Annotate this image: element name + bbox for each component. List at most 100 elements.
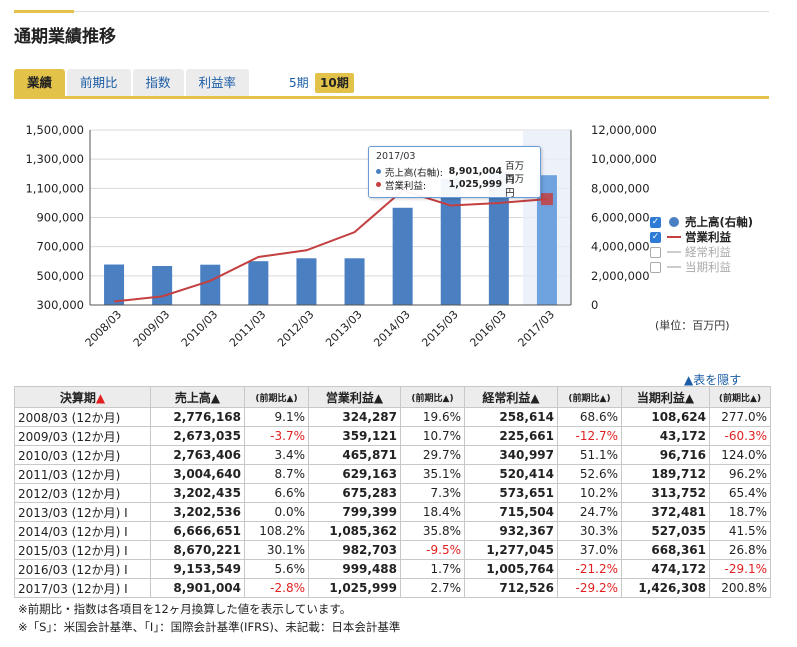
page-title: 通期業績推移	[14, 27, 116, 47]
legend-item-op[interactable]: ✓ 営業利益	[650, 230, 753, 244]
chart-legend: ✓ 売上高(右軸) ✓ 営業利益 経常利益 当期利益	[650, 215, 753, 275]
left-tick-label: 1,100,000	[25, 181, 84, 195]
table-row: 2017/03 (12か月) I 8,901,004 -2.8% 1,025,999 2…	[14, 578, 771, 598]
x-tick-label: 2008/03	[83, 308, 125, 350]
table-row: 2015/03 (12か月) I 8,670,221 30.1% 982,703 -9.…	[14, 540, 771, 560]
tooltip-sales-value: 8,901,004	[448, 166, 503, 177]
legend-label-net: 当期利益	[685, 260, 731, 274]
title-accent-bar	[14, 10, 74, 13]
bar-sales	[536, 175, 557, 305]
x-tick-label: 2009/03	[131, 308, 173, 350]
table-cell-op: 629,163	[308, 464, 401, 484]
table-cell-sales: 6,666,651	[150, 521, 245, 541]
table-cell-ord: 715,504	[464, 502, 558, 522]
sales-bars	[104, 171, 557, 305]
left-tick-label: 700,000	[36, 240, 84, 254]
header-sales-change[interactable]: (前期比▲)	[244, 386, 309, 408]
table-row: 2010/03 (12か月) 2,763,406 3.4% 465,871 29.7% 3…	[14, 445, 771, 465]
left-tick-label: 900,000	[36, 211, 84, 225]
table-cell-net: 108,624	[621, 407, 710, 427]
sort-indicator-icon: ▲	[95, 390, 106, 405]
tab-yoy[interactable]: 前期比	[67, 69, 131, 96]
table-cell-ord-change: 51.1%	[557, 445, 622, 465]
table-cell-net: 527,035	[621, 521, 710, 541]
table-cell-period: 2015/03 (12か月) I	[14, 540, 151, 560]
x-tick-label: 2015/03	[419, 308, 461, 350]
tooltip-sales-unit: 百万円	[505, 160, 525, 186]
legend-item-ord[interactable]: 経常利益	[650, 245, 753, 259]
header-period-label: 決算期	[59, 390, 96, 405]
table-cell-op-change: 1.7%	[400, 559, 465, 579]
table-cell-op-change: -9.5%	[400, 540, 465, 560]
table-row: 2012/03 (12か月) 3,202,435 6.6% 675,283 7.3% 57…	[14, 483, 771, 503]
header-period[interactable]: 決算期▲	[14, 386, 151, 408]
table-cell-net: 1,426,308	[621, 578, 710, 598]
legend-checkbox-net[interactable]	[650, 261, 661, 273]
table-cell-ord-change: 24.7%	[557, 502, 622, 522]
legend-item-net[interactable]: 当期利益	[650, 260, 753, 274]
header-ordinary-profit[interactable]: 経常利益▲	[464, 386, 558, 408]
table-cell-sales-change: 6.6%	[244, 483, 309, 503]
header-ord-change[interactable]: (前期比▲)	[557, 386, 622, 408]
table-cell-ord-change: -12.7%	[557, 426, 622, 446]
table-row: 2013/03 (12か月) I 3,202,536 0.0% 799,399 18.4…	[14, 502, 771, 522]
header-operating-profit[interactable]: 営業利益▲	[308, 386, 401, 408]
table-cell-ord: 712,526	[464, 578, 558, 598]
tab-performance[interactable]: 業績	[14, 69, 66, 96]
table-cell-ord: 1,005,764	[464, 559, 558, 579]
line-dash-icon	[667, 251, 681, 253]
table-cell-net-change: -60.3%	[709, 426, 771, 446]
header-sales[interactable]: 売上高▲	[150, 386, 245, 408]
table-cell-period: 2013/03 (12か月) I	[14, 502, 151, 522]
legend-label-ord: 経常利益	[685, 245, 731, 259]
right-tick-label: 2,000,000	[591, 269, 650, 283]
table-cell-sales-change: 8.7%	[244, 464, 309, 484]
bar-sales	[248, 261, 269, 305]
left-tick-label: 500,000	[36, 269, 84, 283]
hide-table-link[interactable]: ▲表を隠す	[684, 373, 742, 387]
table-cell-net-change: 124.0%	[709, 445, 771, 465]
table-cell-net: 189,712	[621, 464, 710, 484]
legend-checkbox-op[interactable]: ✓	[650, 231, 661, 243]
period-5-link[interactable]: 5期	[289, 76, 309, 90]
header-op-change[interactable]: (前期比▲)	[400, 386, 465, 408]
table-cell-ord-change: 37.0%	[557, 540, 622, 560]
header-net-profit[interactable]: 当期利益▲	[621, 386, 710, 408]
tooltip-sales-name: 売上高(右軸):	[384, 167, 444, 179]
legend-checkbox-sales[interactable]: ✓	[650, 216, 661, 228]
x-tick-label: 2014/03	[371, 308, 413, 350]
bar-sales	[200, 264, 221, 305]
bar-sales	[488, 171, 509, 305]
right-tick-label: 6,000,000	[591, 211, 650, 225]
table-cell-op-change: 29.7%	[400, 445, 465, 465]
legend-item-sales[interactable]: ✓ 売上高(右軸)	[650, 215, 753, 229]
legend-checkbox-ord[interactable]	[650, 246, 661, 258]
table-cell-net-change: 96.2%	[709, 464, 771, 484]
table-cell-period: 2011/03 (12か月)	[14, 464, 151, 484]
table-row: 2016/03 (12か月) I 9,153,549 5.6% 999,488 1.7%…	[14, 559, 771, 579]
table-cell-net-change: 277.0%	[709, 407, 771, 427]
table-cell-period: 2017/03 (12か月) I	[14, 578, 151, 598]
bar-dot-icon	[669, 217, 679, 227]
period-10-button[interactable]: 10期	[315, 73, 354, 93]
table-cell-op: 799,399	[308, 502, 401, 522]
table-cell-ord: 1,277,045	[464, 540, 558, 560]
tab-margin[interactable]: 利益率	[185, 69, 250, 96]
header-net-change[interactable]: (前期比▲)	[709, 386, 771, 408]
table-row: 2011/03 (12か月) 3,004,640 8.7% 629,163 35.1% 5…	[14, 464, 771, 484]
tooltip-op-unit: 百万円	[505, 173, 525, 199]
x-tick-label: 2017/03	[516, 308, 558, 350]
table-cell-op-change: 10.7%	[400, 426, 465, 446]
table-cell-period: 2016/03 (12か月) I	[14, 559, 151, 579]
op-profit-line	[113, 189, 548, 303]
table-cell-op-change: 18.4%	[400, 502, 465, 522]
table-cell-op-change: 7.3%	[400, 483, 465, 503]
legend-symbol-op	[667, 236, 681, 238]
tab-underline	[14, 96, 769, 99]
table-cell-op-change: 35.1%	[400, 464, 465, 484]
tab-index[interactable]: 指数	[132, 69, 184, 96]
bar-sales	[296, 258, 317, 305]
table-cell-op: 324,287	[308, 407, 401, 427]
table-cell-sales-change: 5.6%	[244, 559, 309, 579]
footnote-change: ※前期比・指数は各項目を12ヶ月換算した値を表示しています。	[18, 602, 352, 616]
